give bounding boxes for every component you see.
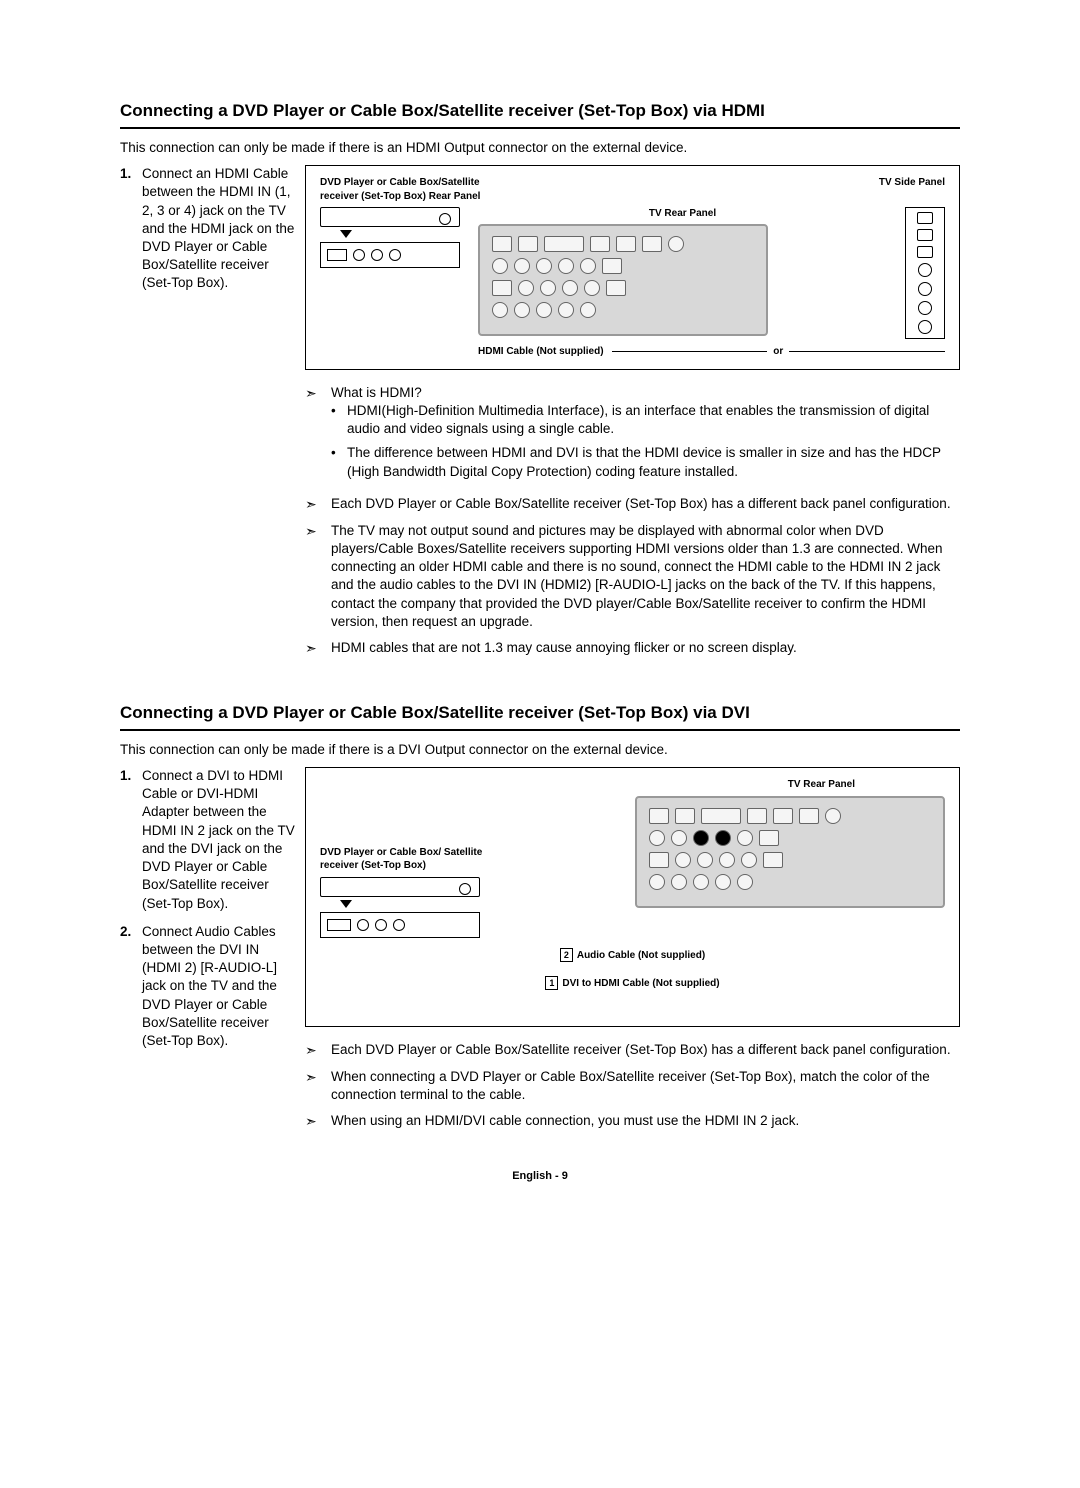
tv-rear-label: TV Rear Panel — [478, 207, 887, 221]
intro-text: This connection can only be made if ther… — [120, 741, 960, 759]
note-text: Each DVD Player or Cable Box/Satellite r… — [331, 1041, 960, 1060]
page-footer: English - 9 — [120, 1169, 960, 1184]
tv-rear-graphic: TV Rear Panel — [478, 207, 887, 336]
step-1: 1. Connect a DVI to HDMI Cable or DVI-HD… — [120, 767, 295, 913]
note-text: The TV may not output sound and pictures… — [331, 522, 960, 631]
step-2: 2. Connect Audio Cables between the DVI … — [120, 923, 295, 1051]
dvi-cable-label: DVI to HDMI Cable (Not supplied) — [562, 978, 719, 989]
note-arrow-icon: ➣ — [305, 1112, 331, 1131]
step-and-diagram-row: 1. Connect a DVI to HDMI Cable or DVI-HD… — [120, 767, 960, 1139]
connection-diagram-hdmi: DVD Player or Cable Box/Satellite receiv… — [305, 165, 960, 370]
section-title: Connecting a DVD Player or Cable Box/Sat… — [120, 100, 960, 129]
intro-text: This connection can only be made if ther… — [120, 139, 960, 157]
note-text: When using an HDMI/DVI cable connection,… — [331, 1112, 960, 1131]
note-text: When connecting a DVD Player or Cable Bo… — [331, 1068, 960, 1104]
stb-graphic — [320, 207, 460, 268]
connection-diagram-dvi: TV Rear Panel DVD Player or Cable Box/ S… — [305, 767, 960, 1027]
step-number: 2. — [120, 923, 142, 1051]
diagram-column: DVD Player or Cable Box/Satellite receiv… — [305, 165, 960, 666]
steps-column: 1. Connect an HDMI Cable between the HDM… — [120, 165, 295, 666]
note-text: HDMI cables that are not 1.3 may cause a… — [331, 639, 960, 658]
step-text: Connect an HDMI Cable between the HDMI I… — [142, 165, 295, 293]
note-text: Each DVD Player or Cable Box/Satellite r… — [331, 495, 960, 514]
step-text: Connect a DVI to HDMI Cable or DVI-HDMI … — [142, 767, 295, 913]
note-heading: What is HDMI? — [331, 384, 960, 402]
notes-hdmi: ➣ What is HDMI? •HDMI(High-Definition Mu… — [305, 384, 960, 658]
note-arrow-icon: ➣ — [305, 384, 331, 487]
step-text: Connect Audio Cables between the DVI IN … — [142, 923, 295, 1051]
section-title: Connecting a DVD Player or Cable Box/Sat… — [120, 702, 960, 731]
step-number: 1. — [120, 165, 142, 293]
step-and-diagram-row: 1. Connect an HDMI Cable between the HDM… — [120, 165, 960, 666]
steps-column: 1. Connect a DVI to HDMI Cable or DVI-HD… — [120, 767, 295, 1139]
stb-label: DVD Player or Cable Box/Satellite receiv… — [320, 176, 520, 203]
step-number: 1. — [120, 767, 142, 913]
tv-side-label: TV Side Panel — [879, 176, 945, 203]
callout-badge-1: 1 — [545, 976, 558, 990]
section-dvi: Connecting a DVD Player or Cable Box/Sat… — [120, 702, 960, 1139]
note-arrow-icon: ➣ — [305, 1068, 331, 1104]
or-label: or — [773, 345, 783, 359]
cable-label: HDMI Cable (Not supplied) — [478, 345, 604, 359]
notes-dvi: ➣Each DVD Player or Cable Box/Satellite … — [305, 1041, 960, 1131]
bullet-text: HDMI(High-Definition Multimedia Interfac… — [347, 402, 960, 438]
note-arrow-icon: ➣ — [305, 522, 331, 631]
stb-label: DVD Player or Cable Box/ Satellite recei… — [320, 846, 520, 873]
step-1: 1. Connect an HDMI Cable between the HDM… — [120, 165, 295, 293]
bullet-text: The difference between HDMI and DVI is t… — [347, 444, 960, 480]
tv-side-graphic — [905, 207, 945, 339]
tv-rear-graphic — [635, 796, 945, 908]
tv-rear-label: TV Rear Panel — [320, 778, 945, 792]
note-arrow-icon: ➣ — [305, 639, 331, 658]
note-arrow-icon: ➣ — [305, 495, 331, 514]
diagram-column: TV Rear Panel DVD Player or Cable Box/ S… — [305, 767, 960, 1139]
audio-cable-label: Audio Cable (Not supplied) — [577, 950, 705, 961]
bullet-icon: • — [331, 444, 347, 480]
section-hdmi: Connecting a DVD Player or Cable Box/Sat… — [120, 100, 960, 666]
bullet-icon: • — [331, 402, 347, 438]
note-arrow-icon: ➣ — [305, 1041, 331, 1060]
stb-graphic — [320, 877, 480, 938]
callout-badge-2: 2 — [560, 948, 573, 962]
